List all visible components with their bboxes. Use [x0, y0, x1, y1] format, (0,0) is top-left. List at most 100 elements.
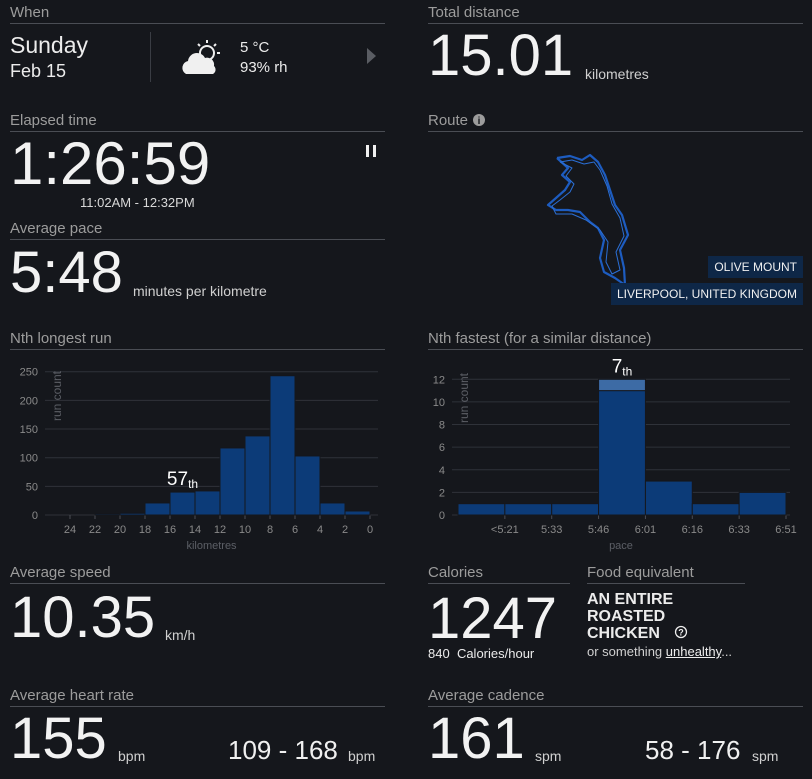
cadence-range: 58 - 176: [645, 735, 741, 765]
temperature: 5 °C: [240, 39, 270, 56]
speed-value: 10.35: [10, 585, 156, 650]
bar: [504, 503, 553, 516]
section-label: Elapsed time: [10, 112, 385, 132]
bar: [269, 375, 296, 516]
section-label: Route: [428, 112, 803, 132]
bar: [344, 510, 371, 516]
link[interactable]: unhealthy: [665, 644, 722, 659]
section-label: Average cadence: [428, 687, 803, 707]
rank-number: 7: [612, 356, 623, 377]
bar: [219, 447, 246, 516]
rank-annotation: 7th: [612, 356, 633, 378]
y-tick-label: 10: [433, 397, 445, 409]
cadence-value: 161: [428, 706, 525, 771]
cadence-range-unit: spm: [752, 748, 779, 764]
heart-rate-value: 155: [10, 706, 107, 771]
x-tick-label: 6:33: [728, 524, 749, 536]
section-label: Food equivalent: [587, 564, 745, 584]
route-path: [546, 153, 630, 287]
bar: [644, 480, 693, 516]
x-tick-label: 24: [64, 524, 76, 536]
x-tick-label: 18: [139, 524, 151, 536]
rate-value: 840: [428, 646, 450, 661]
heart-rate-range-unit: bpm: [348, 748, 376, 764]
bar: [294, 455, 321, 516]
help-icon[interactable]: [674, 625, 688, 639]
x-tick-label: 2: [342, 524, 348, 536]
distance-unit: kilometres: [585, 66, 649, 82]
weather-cloud: [182, 53, 216, 74]
x-tick-label: 6:16: [682, 524, 703, 536]
heart-rate-unit: bpm: [118, 748, 146, 764]
x-axis-label: kilometres: [186, 540, 237, 552]
section-label: Average heart rate: [10, 687, 385, 707]
y-tick-label: 0: [32, 510, 38, 522]
distance-value: 15.01: [428, 23, 574, 88]
y-tick-label: 8: [439, 420, 445, 432]
elapsed-value: 1:26:59: [10, 130, 211, 197]
calorie-rate: 840 Calories/hour: [428, 646, 534, 661]
info-icon-glyph: i: [478, 116, 481, 127]
y-tick-label: 200: [20, 395, 38, 407]
food-item: AN ENTIRE ROASTED CHICKEN: [587, 591, 674, 642]
x-axis-label: pace: [609, 540, 633, 552]
section-label: When: [10, 4, 385, 24]
x-tick-label: 12: [214, 524, 226, 536]
calories-value: 1247: [428, 586, 558, 651]
y-tick-label: 250: [20, 367, 38, 379]
y-tick-label: 4: [439, 465, 445, 477]
bar: [244, 435, 271, 516]
bar: [598, 378, 646, 392]
region-tag: LIVERPOOL, UNITED KINGDOM: [610, 283, 803, 305]
section-label: Nth longest run: [10, 330, 385, 350]
bar: [94, 513, 121, 516]
info-icon[interactable]: [473, 114, 485, 126]
rank-annotation: 57th: [167, 469, 198, 491]
heart-rate-range: 109 - 168: [228, 735, 338, 765]
rate-unit: Calories/hour: [456, 646, 535, 661]
x-tick-label: 20: [114, 524, 126, 536]
rank-suffix: th: [188, 477, 198, 491]
rank-number: 57: [167, 469, 188, 490]
x-tick-label: 6:51: [775, 524, 796, 536]
bar: [119, 512, 146, 516]
place-tag: OLIVE MOUNT: [708, 256, 803, 278]
y-tick-label: 0: [439, 510, 445, 522]
day: Sunday: [10, 32, 89, 58]
y-tick-label: 6: [439, 442, 445, 454]
x-tick-label: 4: [317, 524, 323, 536]
bar: [598, 390, 646, 516]
time-range: 11:02AM - 12:32PM: [80, 195, 195, 210]
section-label: Average pace: [10, 220, 385, 240]
x-tick-label: 5:46: [588, 524, 609, 536]
bar: [738, 491, 787, 516]
y-axis-label: run count: [457, 372, 471, 423]
pause-button[interactable]: [366, 145, 376, 157]
ellipsis: ...: [721, 644, 733, 659]
x-tick-label: 14: [189, 524, 201, 536]
y-tick-label: 100: [20, 453, 38, 465]
x-tick-label: 22: [89, 524, 101, 536]
speed-unit: km/h: [165, 627, 196, 643]
x-tick-label: 5:33: [541, 524, 562, 536]
bar: [457, 503, 506, 516]
bar: [319, 502, 346, 516]
note: or something: [587, 644, 663, 659]
x-tick-label: 6:01: [635, 524, 656, 536]
date: Feb 15: [10, 61, 67, 81]
bar: [169, 491, 196, 516]
x-tick-label: 8: [267, 524, 273, 536]
bar: [551, 503, 600, 516]
x-tick-label: 10: [239, 524, 251, 536]
humidity: 93% rh: [240, 59, 288, 76]
route-path-return: [551, 159, 625, 275]
pace-unit: minutes per kilometre: [133, 283, 267, 299]
y-axis-label: run count: [50, 370, 64, 421]
x-tick-label: <5:21: [491, 524, 519, 536]
bar: [144, 502, 171, 516]
food-note: or something unhealthy...: [587, 644, 732, 659]
x-tick-label: 6: [292, 524, 298, 536]
next-arrow[interactable]: [367, 48, 376, 64]
